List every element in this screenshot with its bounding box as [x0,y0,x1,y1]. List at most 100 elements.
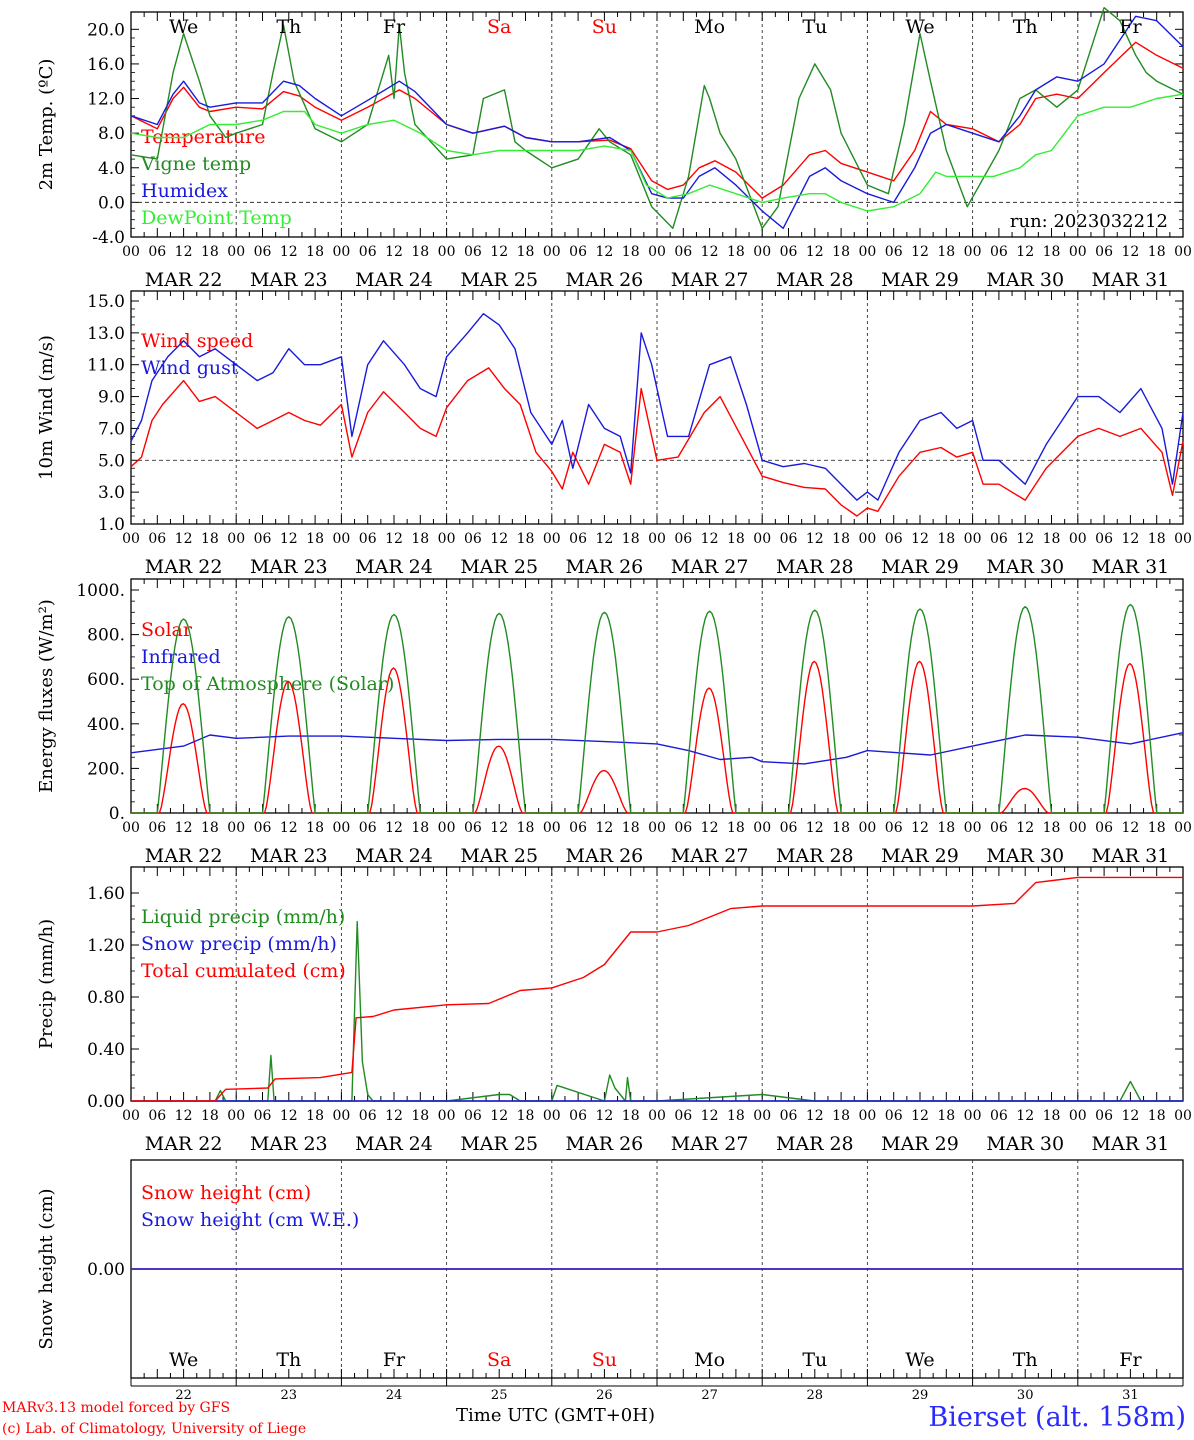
x-hour-label: 00 [648,1108,666,1124]
x-hour-label: 06 [1095,244,1113,260]
weekday-label: Tu [802,16,827,38]
x-date-label: MAR 23 [250,1133,328,1155]
x-date-label: MAR 31 [1092,556,1170,578]
x-hour-label: 00 [858,531,876,547]
y-tick-label: 20.0 [87,20,125,40]
x-hour-label: 00 [227,244,245,260]
panel-3: 0. 200. 400. 600. 800. 1000. Energy fluxes (W/… [36,578,1192,867]
legend-entry: Snow precip (mm/h) [141,933,337,955]
x-hour-label: 00 [438,1108,456,1124]
series-line [130,7,1184,229]
series-line [130,732,1184,765]
weekday-label: Sa [487,1349,511,1371]
x-date-label: MAR 30 [986,269,1064,291]
x-hour-label: 00 [753,244,771,260]
x-hour-label: 00 [543,820,561,836]
x-hour-label: 06 [780,531,798,547]
x-hour-label: 12 [806,820,824,836]
y-tick-label: 12.0 [87,90,125,110]
x-hour-label: 12 [911,531,929,547]
x-hour-label: 06 [885,820,903,836]
x-date-label: MAR 26 [566,845,644,867]
x-hour-label: 12 [490,820,508,836]
x-hour-label: 18 [411,820,429,836]
model-credit: MARv3.13 model forced by GFS [2,1400,231,1416]
x-hour-label: 00 [332,531,350,547]
x-hour-label: 06 [674,244,692,260]
x-hour-label: 12 [490,244,508,260]
x-hour-label: 00 [1174,531,1192,547]
x-hour-label: 06 [148,1108,166,1124]
x-hour-label: 00 [332,820,350,836]
x-date-label: MAR 27 [671,845,749,867]
x-hour-label: 12 [490,531,508,547]
x-hour-label: 06 [148,244,166,260]
y-tick-label: 0.80 [87,988,125,1008]
x-hour-label: 00 [858,820,876,836]
x-hour-label: 12 [911,1108,929,1124]
x-hour-label: 06 [569,244,587,260]
x-hour-label: 12 [385,1108,403,1124]
day-number-label: 23 [281,1388,298,1403]
series-line [130,367,1184,517]
x-hour-label: 18 [201,820,219,836]
x-hour-label: 12 [1016,1108,1034,1124]
x-hour-label: 18 [411,244,429,260]
x-date-label: MAR 28 [776,269,854,291]
x-date-label: MAR 27 [671,556,749,578]
x-hour-label: 18 [201,244,219,260]
x-hour-label: 18 [727,244,745,260]
x-hour-label: 18 [622,1108,640,1124]
x-hour-label: 18 [832,1108,850,1124]
x-hour-label: 18 [411,531,429,547]
x-hour-label: 06 [254,244,272,260]
weekday-label: Mo [694,1349,725,1371]
x-hour-label: 06 [780,1108,798,1124]
y-tick-label: 400. [87,715,125,735]
x-hour-label: 18 [1043,531,1061,547]
x-hour-label: 18 [201,1108,219,1124]
x-date-label: MAR 27 [671,269,749,291]
x-hour-label: 12 [1121,244,1139,260]
x-hour-label: 18 [1043,1108,1061,1124]
y-tick-label: 200. [87,759,125,779]
legend-entry: Total cumulated (cm) [141,960,346,982]
x-hour-label: 18 [727,820,745,836]
x-hour-label: 06 [464,1108,482,1124]
x-date-label: MAR 29 [881,1133,959,1155]
day-number-label: 30 [1017,1388,1034,1403]
x-axis-title: Time UTC (GMT+0H) [456,1405,655,1426]
panel-2: 1.0 3.0 5.0 7.0 9.0 11.0 13.0 15.0 10m Wind (m/s… [36,290,1192,578]
legend-entry: Liquid precip (mm/h) [141,906,345,928]
x-hour-label: 06 [359,531,377,547]
x-hour-label: 00 [227,531,245,547]
panel-1: -4.0 0.0 4.0 8.0 12.0 16.0 20.0 2m Temp. (ºC) 00… [36,7,1192,291]
x-date-label: MAR 24 [355,269,433,291]
y-tick-label: 13.0 [87,324,125,344]
y-tick-label: 600. [87,670,125,690]
legend-entry: Humidex [141,180,228,202]
day-number-label: 31 [1122,1388,1139,1403]
x-hour-label: 12 [280,531,298,547]
x-hour-label: 18 [622,820,640,836]
x-hour-label: 00 [964,820,982,836]
y-tick-label: 0. [109,804,125,824]
series-line [130,93,1184,212]
x-hour-label: 12 [175,244,193,260]
x-hour-label: 12 [175,531,193,547]
x-hour-label: 18 [201,531,219,547]
x-hour-label: 18 [1148,531,1166,547]
x-hour-label: 12 [701,531,719,547]
y-tick-label: -4.0 [92,228,125,248]
x-hour-label: 06 [990,820,1008,836]
x-date-label: MAR 28 [776,1133,854,1155]
x-hour-label: 00 [122,531,140,547]
y-tick-label: 1.0 [98,515,125,535]
x-hour-label: 12 [280,244,298,260]
x-hour-label: 12 [595,531,613,547]
y-tick-label: 0.40 [87,1040,125,1060]
x-hour-label: 12 [595,244,613,260]
x-hour-label: 06 [990,1108,1008,1124]
x-hour-label: 06 [359,244,377,260]
